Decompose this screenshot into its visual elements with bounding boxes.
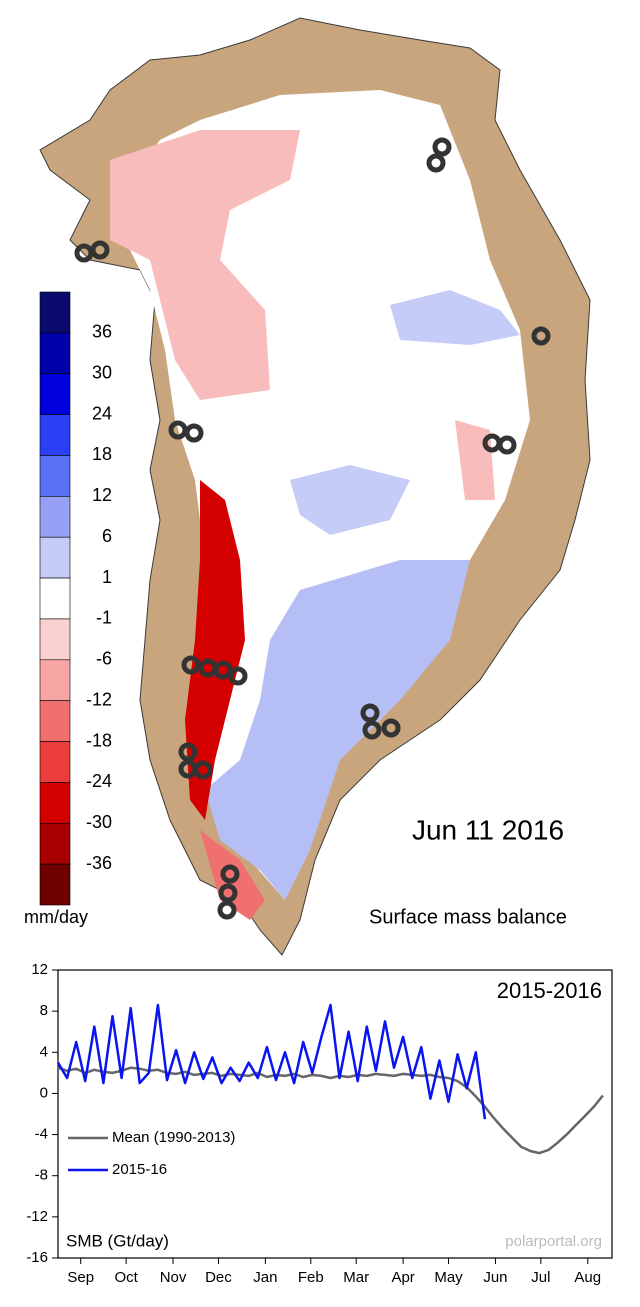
station <box>178 742 198 762</box>
map-title: Surface mass balance <box>369 906 567 928</box>
y-tick-label: -4 <box>35 1126 48 1143</box>
melt-area-west <box>185 480 245 820</box>
colorbar-label: -1 <box>96 608 112 628</box>
x-tick-label: Dec <box>205 1269 232 1286</box>
colorbar-box <box>39 659 71 701</box>
colorbar-label: -36 <box>86 853 112 873</box>
x-tick-label: Sep <box>67 1269 94 1286</box>
colorbar-label: 36 <box>92 322 112 342</box>
colorbar-label: 1 <box>102 567 112 587</box>
colorbar-box <box>39 863 71 906</box>
colorbar-box <box>39 291 71 334</box>
colorbar-box <box>39 332 71 375</box>
stations <box>74 137 551 920</box>
station <box>381 718 401 738</box>
colorbar-label: 30 <box>92 362 112 382</box>
legend-label: Mean (1990-2013) <box>112 1129 235 1146</box>
x-tick-label: Feb <box>298 1269 324 1286</box>
station <box>360 703 380 723</box>
greenland-map: Jun 11 2016 Surface mass balance mm/day … <box>24 17 591 956</box>
source: polarportal.org <box>505 1233 602 1250</box>
colorbar-label: -12 <box>86 689 112 709</box>
x-tick-label: Jan <box>253 1269 277 1286</box>
colorbar-label: -18 <box>86 730 112 750</box>
station <box>90 240 110 260</box>
x-tick-label: Jun <box>483 1269 507 1286</box>
map-date: Jun 11 2016 <box>412 814 564 845</box>
colorbar-label: -6 <box>96 649 112 669</box>
colorbar-label: 12 <box>92 485 112 505</box>
x-tick-label: Oct <box>114 1269 138 1286</box>
plot-frame <box>57 969 613 1259</box>
y-tick-label: -12 <box>26 1208 48 1225</box>
station <box>218 883 238 903</box>
y-tick-label: 4 <box>40 1043 48 1060</box>
station <box>432 137 452 157</box>
station <box>362 720 382 740</box>
colorbar-label: -30 <box>86 812 112 832</box>
colorbar-box <box>39 782 71 824</box>
colorbar-box <box>39 741 71 783</box>
accumulation-area-east <box>390 290 520 345</box>
melt-area-south <box>200 830 265 920</box>
station <box>497 435 517 455</box>
series-line <box>56 1003 487 1120</box>
colorbar-box <box>39 618 71 661</box>
y-tick-label: 0 <box>40 1084 48 1101</box>
y-axis-label: SMB (Gt/day) <box>66 1231 169 1250</box>
station <box>217 900 237 920</box>
colorbar-box <box>39 373 71 415</box>
station <box>181 655 201 675</box>
colorbar-box <box>39 414 71 456</box>
x-tick-label: Apr <box>391 1269 414 1286</box>
station <box>193 760 213 780</box>
station <box>531 326 551 346</box>
chart-title: 2015-2016 <box>497 978 602 1003</box>
colorbar: 36 30 24 18 12 6 1 -1 -6 -12 -18 -24 -30 -36 <box>39 291 112 906</box>
x-tick-label: Nov <box>160 1269 187 1286</box>
legend-label: 2015-16 <box>112 1161 167 1178</box>
y-tick-label: -8 <box>35 1167 48 1184</box>
colorbar-label: 24 <box>92 403 112 423</box>
accumulation-area-south <box>205 560 470 900</box>
y-tick-label: 12 <box>31 961 48 978</box>
melt-area-pink <box>110 130 300 400</box>
station <box>213 660 233 680</box>
station <box>228 666 248 686</box>
colorbar-box <box>39 577 71 620</box>
y-tick-label: 8 <box>40 1002 48 1019</box>
colorbar-label: -24 <box>86 771 112 791</box>
station <box>184 423 204 443</box>
x-tick-label: May <box>434 1269 463 1286</box>
colorbar-box <box>39 822 71 865</box>
x-tick-label: Mar <box>343 1269 369 1286</box>
colorbar-box <box>39 496 71 538</box>
station <box>426 153 446 173</box>
colorbar-unit: mm/day <box>24 907 88 927</box>
y-tick-label: -16 <box>26 1249 48 1266</box>
x-tick-label: Jul <box>531 1269 550 1286</box>
colorbar-box <box>39 700 71 742</box>
colorbar-label: 18 <box>92 444 112 464</box>
colorbar-box <box>39 455 71 497</box>
colorbar-box <box>39 536 71 579</box>
station <box>220 864 240 884</box>
x-tick-label: Aug <box>574 1269 601 1286</box>
colorbar-label: 6 <box>102 526 112 546</box>
smb-chart: -16 -12 -8 -4 0 4 8 12 Sep Oct Nov Dec Jan Feb Mar Apr M… <box>26 961 613 1286</box>
accumulation-area-central <box>290 465 410 535</box>
